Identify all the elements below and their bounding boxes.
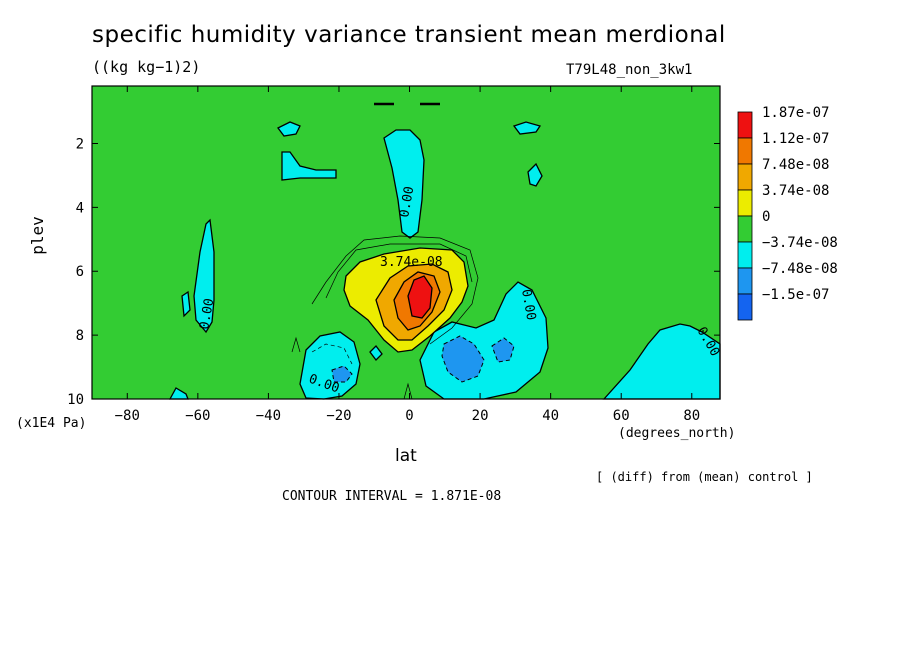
legend-label: −1.5e-07 [762,287,829,303]
x-tick-label: −80 [115,408,140,424]
y-tick-label: 4 [76,200,84,216]
legend-swatch [737,215,753,243]
region-neg-left-small [181,290,191,318]
contour-line-outer [311,235,479,345]
x-axis-units: (degrees_north) [618,426,736,441]
legend-swatch [737,163,753,191]
region-neg-left-upper [281,151,337,181]
region-neg2-lower-left [331,365,353,383]
run-label: T79L48_non_3kw1 [566,62,693,78]
region-neg2-lower-center [441,335,485,383]
x-tick-label: 20 [472,408,489,424]
legend-label: 1.12e-07 [762,131,829,147]
legend-swatch [737,241,753,269]
region-neg2-lower-center-b [491,337,515,363]
chart-title: specific humidity variance transient mea… [92,22,726,48]
x-tick-label: 0 [405,408,413,424]
diff-note: [ (diff) from (mean) control ] [596,470,813,484]
color-legend: 1.87e-07 1.12e-07 7.48e-08 3.74e-08 0 −3.74e-… [737,105,838,321]
region-neg-upper-left [277,121,301,137]
legend-swatch [737,189,753,217]
x-tick-label: 60 [613,408,630,424]
y-tick-label: 6 [76,264,84,280]
contour-interval: CONTOUR INTERVAL = 1.871E-08 [282,489,502,504]
contour-fill-layer [168,102,721,400]
region-neg-left-column [193,218,215,334]
legend-label: 7.48e-08 [762,157,829,173]
y-tick-label: 10 [67,392,84,408]
region-neg-center-column [383,129,425,239]
x-tick-label: −20 [326,408,351,424]
contour-line-mid [325,243,473,299]
legend-label: 0 [762,209,770,225]
region-neg-right-small [527,162,543,187]
contour-label: 3.74e-08 [380,255,443,270]
y-axis-units: (x1E4 Pa) [16,416,87,431]
y-axis: 2 4 6 8 10 [67,136,720,408]
legend-swatch [737,137,753,165]
contour-line-neg [311,343,353,365]
y-tick-label: 8 [76,328,84,344]
contour-line-small-tri [291,336,301,353]
legend-label: 3.74e-08 [762,183,829,199]
region-neg-small-dot [369,345,383,361]
legend-swatch [737,111,753,139]
x-axis-title: lat [395,446,417,466]
region-neg-upper-right [512,121,542,135]
contour-label: 0.00 [518,288,538,321]
legend-swatch [737,267,753,295]
contour-line-bottom [403,382,413,400]
legend-swatch [737,293,753,321]
region-neg-lower-left [299,331,361,400]
legend-label: −7.48e-08 [762,261,838,277]
units-label: ((kg kg−1)2) [92,58,201,76]
contour-label: 0.00 [397,185,417,218]
contour-label: 0.00 [197,297,217,330]
region-pos-red [407,275,433,319]
plot-frame [91,85,721,400]
x-axis: −80 −60 −40 −20 0 20 40 60 80 [115,86,700,424]
x-tick-label: 40 [542,408,559,424]
x-tick-label: −40 [256,408,281,424]
legend-label: 1.87e-07 [762,105,829,121]
legend-label: −3.74e-08 [762,235,838,251]
y-tick-label: 2 [76,136,84,152]
x-tick-label: 80 [683,408,700,424]
x-tick-label: −60 [185,408,210,424]
